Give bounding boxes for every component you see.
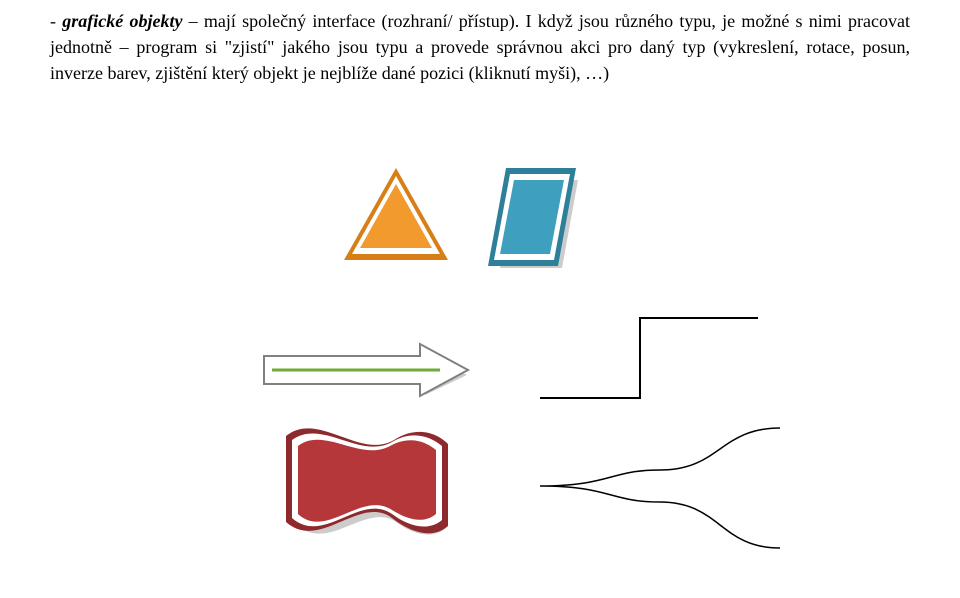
- brace-path: [540, 428, 780, 548]
- triangle-icon: [344, 168, 448, 260]
- flag-icon: [286, 428, 448, 534]
- page: - grafické objekty – mají společný inter…: [0, 0, 960, 598]
- step-line-icon: [540, 318, 758, 398]
- brace-icon: [540, 428, 780, 548]
- shape-layer: [0, 0, 960, 598]
- arrow-icon: [264, 344, 468, 396]
- step-line: [540, 318, 758, 398]
- parallelogram-icon: [488, 168, 578, 268]
